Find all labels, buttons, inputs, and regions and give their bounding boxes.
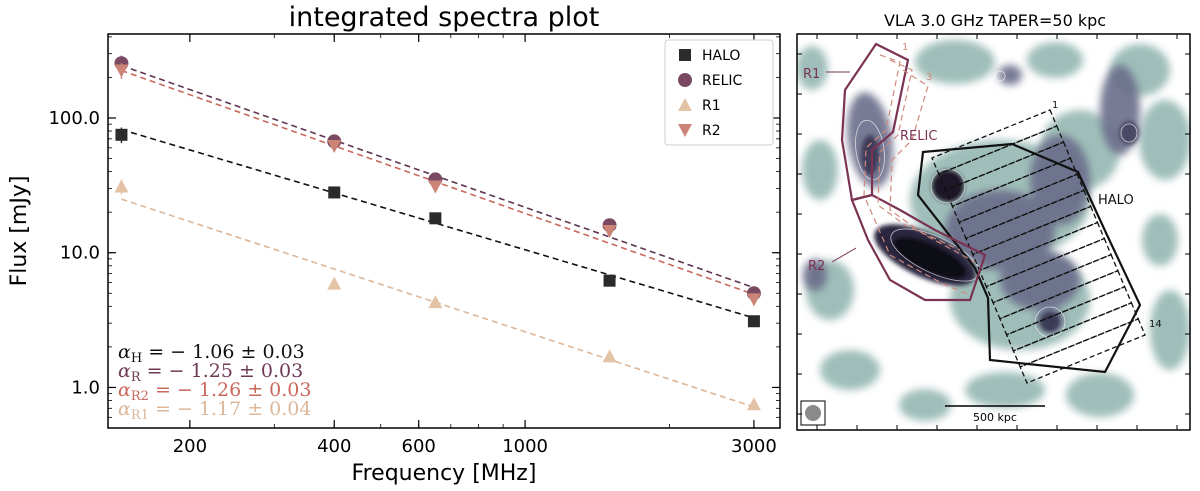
scalebar-label: 500 kpc xyxy=(973,411,1017,424)
halo-label: HALO xyxy=(1098,193,1134,208)
legend-box xyxy=(664,39,774,146)
alpha-annotation-h: αH = − 1.06 ± 0.03 xyxy=(118,341,305,366)
data-point-halo xyxy=(747,315,760,328)
legend-label-r2: R2 xyxy=(702,123,721,139)
x-axis-label: Frequency [MHz] xyxy=(352,461,537,486)
relic-slice-3-label: 3 xyxy=(926,72,932,83)
legend-marker-r2 xyxy=(678,124,692,137)
legend-marker-r1 xyxy=(678,98,692,111)
r2-region xyxy=(850,193,987,302)
y-axis-label: Flux [mJy] xyxy=(7,176,32,287)
data-point-r1 xyxy=(428,295,443,309)
data-point-r1 xyxy=(746,397,761,411)
data-point-r2 xyxy=(114,64,129,78)
beam-ellipse xyxy=(805,405,821,421)
relic-label: RELIC xyxy=(900,129,937,144)
plot-frame xyxy=(107,33,781,429)
data-point-r2 xyxy=(746,293,761,307)
y-tick-label: 100.0 xyxy=(48,108,100,129)
spectra-plot: integrated spectra plot 200 400 600 1000 300… xyxy=(7,2,781,486)
data-point-r1 xyxy=(327,276,342,290)
data-point-halo xyxy=(328,186,341,199)
legend-label-relic: RELIC xyxy=(702,73,743,89)
halo-slice xyxy=(1019,318,1146,384)
data-point-r2 xyxy=(602,224,617,238)
data-point-r1 xyxy=(114,179,129,193)
radio-map: VLA 3.0 GHz TAPER=50 kpc xyxy=(796,11,1191,431)
legend-marker-relic xyxy=(678,73,692,87)
data-point-r2 xyxy=(428,180,443,194)
legend-marker-halo xyxy=(679,49,691,61)
data-point-r1 xyxy=(602,349,617,363)
x-tick-label: 1000 xyxy=(502,436,548,457)
data-point-halo xyxy=(115,128,128,141)
alpha-annotation-r1: αR1 = − 1.17 ± 0.04 xyxy=(118,398,311,423)
legend-label-halo: HALO xyxy=(702,48,740,64)
data-point-halo xyxy=(429,212,442,225)
map-frame xyxy=(796,33,1191,431)
r2-label: R2 xyxy=(808,259,825,274)
legend-label-r1: R1 xyxy=(702,98,721,114)
plot-title: integrated spectra plot xyxy=(289,2,600,33)
alpha-annotation-r: αR = − 1.25 ± 0.03 xyxy=(118,360,303,385)
map-image xyxy=(797,34,1190,430)
r1-label: R1 xyxy=(803,67,820,82)
data-point-r2 xyxy=(327,139,342,153)
x-tick-label: 600 xyxy=(402,436,436,457)
relic-slice-1-label: 1 xyxy=(902,42,908,53)
data-point-halo xyxy=(603,274,616,287)
x-tick-label: 200 xyxy=(173,436,207,457)
alpha-annotation-r2: αR2 = − 1.26 ± 0.03 xyxy=(118,379,311,404)
legend: HALO RELIC R1 R2 xyxy=(664,39,774,146)
relic-slices xyxy=(863,54,976,296)
y-tick-label: 1.0 xyxy=(71,377,100,398)
x-tick-label: 400 xyxy=(317,436,351,457)
x-tick-label: 3000 xyxy=(731,436,777,457)
map-title: VLA 3.0 GHz TAPER=50 kpc xyxy=(884,11,1106,30)
y-tick-label: 10.0 xyxy=(60,243,100,264)
halo-slice-last-label: 14 xyxy=(1149,319,1162,330)
halo-slice-first-label: 1 xyxy=(1052,100,1058,111)
halo-region xyxy=(916,142,1142,374)
